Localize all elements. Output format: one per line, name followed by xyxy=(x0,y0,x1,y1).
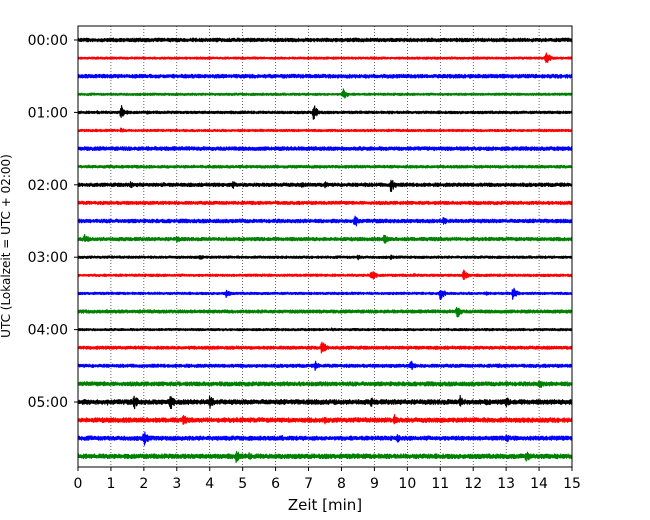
trace-0200 xyxy=(77,179,573,193)
plot-frame xyxy=(77,25,573,468)
trace-0545 xyxy=(77,450,573,464)
trace-series xyxy=(77,37,573,464)
trace-0145 xyxy=(77,164,573,169)
x-tick-label: 6 xyxy=(271,476,280,492)
trace-0100 xyxy=(77,105,573,120)
trace-0300 xyxy=(77,254,573,261)
x-tick-label: 9 xyxy=(370,476,379,492)
x-tick-label: 4 xyxy=(205,476,214,492)
y-tick-label: 04:00 xyxy=(28,323,68,339)
trace-0245 xyxy=(77,233,573,244)
trace-0230 xyxy=(77,215,573,227)
y-tick-label: 03:00 xyxy=(28,250,68,266)
trace-0045 xyxy=(77,88,573,99)
x-tick-label: 7 xyxy=(304,476,313,492)
trace-0415 xyxy=(77,341,573,354)
trace-0445 xyxy=(77,380,573,389)
trace-0530 xyxy=(77,431,573,446)
trace-0430 xyxy=(77,360,573,371)
x-axis-label: Zeit [min] xyxy=(288,496,362,514)
y-axis-ticks: 00:00 01:00 02:00 03:00 04:00 05:00 xyxy=(28,33,78,411)
trace-0000 xyxy=(77,37,573,43)
x-tick-label: 5 xyxy=(238,476,247,492)
trace-0330 xyxy=(77,287,573,301)
trace-0115 xyxy=(77,127,573,133)
y-tick-label: 05:00 xyxy=(28,395,68,411)
x-tick-label: 12 xyxy=(464,476,482,492)
x-tick-label: 0 xyxy=(74,476,83,492)
trace-0515 xyxy=(77,414,573,425)
x-tick-label: 8 xyxy=(337,476,346,492)
x-tick-label: 1 xyxy=(106,476,115,492)
trace-0215 xyxy=(77,200,573,206)
x-tick-label: 11 xyxy=(431,476,449,492)
trace-0500 xyxy=(77,395,573,410)
y-tick-label: 01:00 xyxy=(28,105,68,121)
trace-0345 xyxy=(77,306,573,318)
x-tick-label: 2 xyxy=(139,476,148,492)
trace-0030 xyxy=(77,73,573,79)
trace-0015 xyxy=(77,52,573,64)
trace-0400 xyxy=(77,327,573,332)
x-axis-ticks: 0 1 2 3 4 5 6 7 8 9 10 11 12 13 14 15 xyxy=(74,467,581,492)
y-tick-label: 02:00 xyxy=(28,178,68,194)
y-axis-label: UTC (Lokalzeit = UTC + 02:00) xyxy=(0,154,13,338)
x-tick-label: 14 xyxy=(530,476,548,492)
x-tick-label: 3 xyxy=(172,476,181,492)
x-tick-label: 15 xyxy=(563,476,581,492)
y-tick-label: 00:00 xyxy=(28,33,68,49)
x-tick-label: 10 xyxy=(398,476,416,492)
x-tick-label: 13 xyxy=(497,476,515,492)
trace-0130 xyxy=(77,146,573,152)
trace-0315 xyxy=(77,269,573,281)
